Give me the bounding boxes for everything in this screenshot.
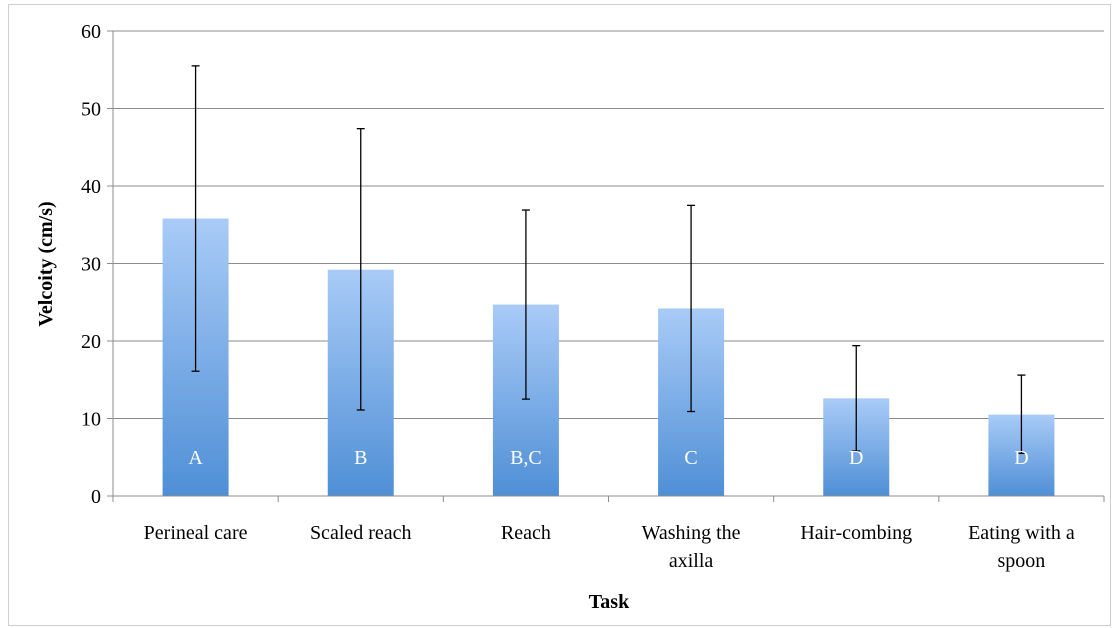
bar-group-label: B,C bbox=[510, 447, 542, 469]
axes bbox=[107, 30, 1105, 502]
x-category-label: Perineal care bbox=[144, 522, 248, 544]
x-category-label: Washing the bbox=[642, 522, 741, 544]
y-tick-label: 50 bbox=[81, 99, 101, 121]
y-tick-label: 30 bbox=[81, 254, 101, 276]
y-axis-title: Velcoity (cm/s) bbox=[35, 201, 57, 326]
y-tick-label: 10 bbox=[81, 409, 101, 431]
x-category-label: Reach bbox=[501, 522, 551, 544]
bar-group-label: C bbox=[684, 447, 697, 469]
bar-group-label: D bbox=[1014, 447, 1028, 469]
bar-group-label: D bbox=[849, 447, 863, 469]
error-bars bbox=[191, 65, 1026, 455]
x-category-label: Eating with a bbox=[968, 522, 1075, 544]
y-tick-label: 60 bbox=[81, 21, 101, 43]
gridlines bbox=[113, 30, 1104, 419]
x-category-label: spoon bbox=[998, 550, 1046, 572]
x-category-label: Scaled reach bbox=[310, 522, 412, 544]
bars bbox=[162, 218, 1055, 497]
y-tick-label: 20 bbox=[81, 331, 101, 353]
labels: 0 10 20 30 40 50 60 A Perineal care B Scaled reach… bbox=[81, 21, 1075, 572]
y-tick-label: 40 bbox=[81, 176, 101, 198]
y-tick-label: 0 bbox=[91, 486, 101, 508]
bar-group-label: A bbox=[188, 447, 203, 469]
bar-group-label: B bbox=[354, 447, 367, 469]
x-axis-title: Task bbox=[589, 591, 630, 613]
x-category-label: axilla bbox=[669, 550, 714, 572]
x-category-label: Hair-combing bbox=[800, 522, 912, 544]
